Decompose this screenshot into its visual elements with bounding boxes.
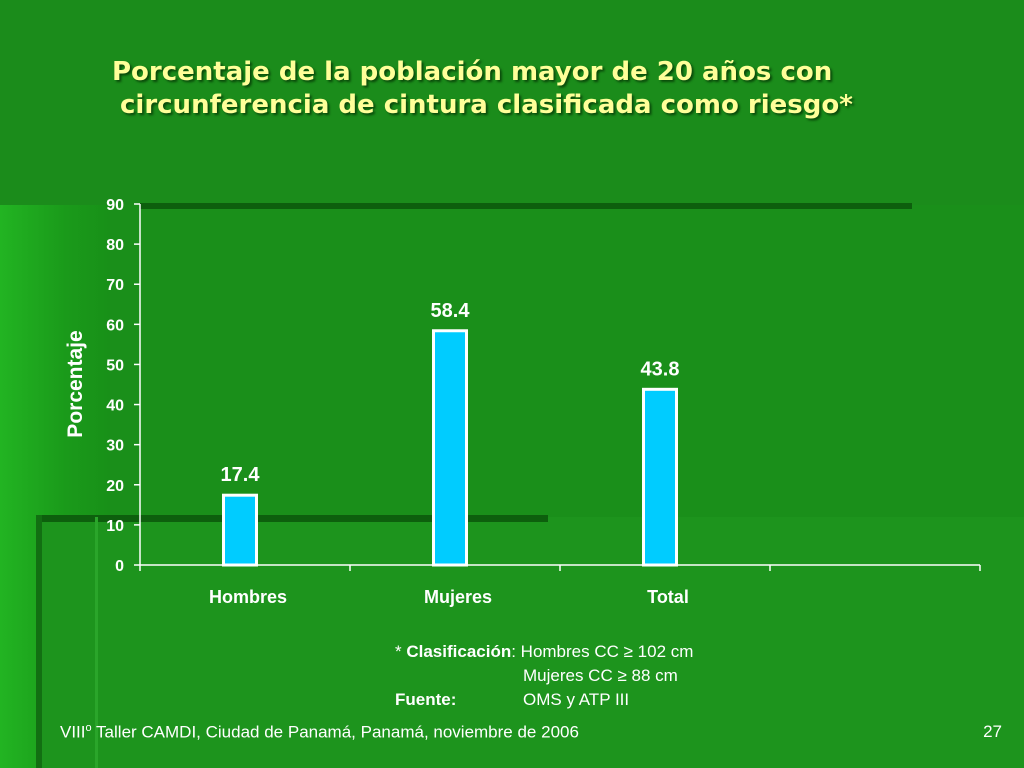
decorative-band-middle: [36, 515, 548, 522]
y-tick-labels: 0 10 20 30 40 50 60 70 80 90: [106, 197, 124, 575]
y-tick-label: 0: [115, 558, 124, 575]
slide-title: Porcentaje de la población mayor de 20 a…: [112, 56, 972, 122]
x-tick-label-total: Total: [647, 587, 689, 607]
y-tick-label: 50: [106, 357, 124, 374]
y-tick-label: 70: [106, 277, 124, 294]
slide-title-line-1: Porcentaje de la población mayor de 20 a…: [112, 57, 833, 87]
slide-title-line-2: circunferencia de cintura clasificada co…: [120, 90, 853, 120]
page-number: 27: [983, 722, 1002, 741]
footer-prefix: VIII: [60, 722, 86, 742]
note-asterisk: *: [395, 642, 407, 661]
decorative-band-vertical: [36, 515, 42, 768]
source-value: OMS y ATP III: [523, 690, 630, 709]
data-labels: 17.4 58.4 43.8: [221, 300, 680, 486]
data-label-mujeres: 58.4: [431, 300, 471, 322]
y-tick-label: 80: [106, 237, 124, 254]
classification-label: Clasificación: [406, 642, 512, 661]
decorative-line-vertical: [95, 517, 98, 768]
women-criterion: Mujeres CC ≥ 88 cm: [523, 666, 678, 685]
x-tick-labels: Hombres Mujeres Total: [209, 587, 689, 607]
background-lower-panel: [36, 517, 1024, 768]
x-tick-label-hombres: Hombres: [209, 587, 287, 607]
data-label-total: 43.8: [641, 358, 680, 380]
chart-bars: [222, 329, 678, 567]
background-top-panel: [0, 0, 1024, 205]
men-criterion: : Hombres CC ≥ 102 cm: [511, 642, 694, 661]
footer-text: VIIIo Taller CAMDI, Ciudad de Panamá, Pa…: [60, 722, 579, 743]
footer-body: Taller CAMDI, Ciudad de Panamá, Panamá, …: [91, 722, 579, 742]
y-tick-label: 10: [106, 518, 124, 535]
classification-note: * Clasificación: Hombres CC ≥ 102 cm: [395, 641, 693, 663]
y-axis-label: Porcentaje: [64, 330, 87, 437]
y-tick-label: 20: [106, 478, 124, 495]
source-label: Fuente:: [395, 690, 457, 709]
x-tick-label-mujeres: Mujeres: [424, 587, 492, 607]
y-tick-label: 60: [106, 317, 124, 334]
footer-ordinal: o: [85, 722, 92, 734]
bar-mujeres: [432, 329, 468, 567]
bar-total: [642, 387, 678, 567]
data-label-hombres: 17.4: [221, 464, 261, 486]
decorative-band-top: [140, 203, 912, 209]
chart-axes: [134, 203, 981, 571]
bar-hombres: [222, 493, 258, 567]
y-tick-label: 90: [106, 197, 124, 214]
y-tick-label: 40: [106, 398, 124, 415]
y-tick-label: 30: [106, 438, 124, 455]
